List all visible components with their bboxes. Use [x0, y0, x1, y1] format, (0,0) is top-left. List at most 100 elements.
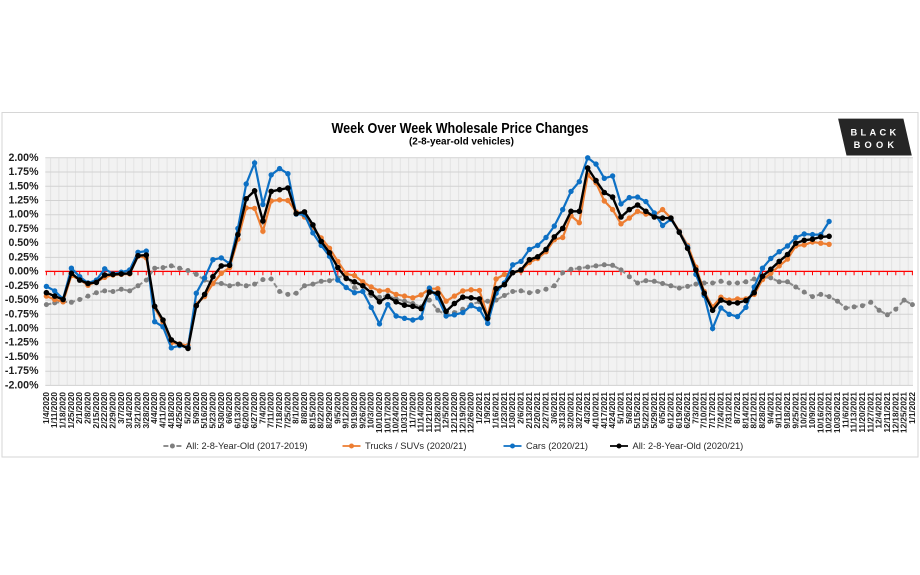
svg-text:5/29/2021: 5/29/2021 — [650, 392, 659, 429]
svg-text:0.50%: 0.50% — [8, 237, 39, 249]
svg-text:4/24/2021: 4/24/2021 — [608, 392, 617, 429]
svg-text:4/4/2020: 4/4/2020 — [150, 392, 159, 424]
svg-text:12/11/2021: 12/11/2021 — [883, 392, 892, 433]
svg-text:9/26/2020: 9/26/2020 — [358, 392, 367, 429]
svg-text:5/2/2020: 5/2/2020 — [184, 392, 193, 424]
svg-text:Cars (2020/21): Cars (2020/21) — [526, 441, 588, 451]
svg-text:1/11/2020: 1/11/2020 — [50, 392, 59, 428]
svg-text:10/23/2021: 10/23/2021 — [825, 392, 834, 433]
svg-text:9/25/2021: 9/25/2021 — [791, 392, 800, 429]
svg-text:1.75%: 1.75% — [8, 166, 39, 178]
svg-text:8/21/2021: 8/21/2021 — [750, 392, 759, 429]
svg-text:10/3/2020: 10/3/2020 — [367, 392, 376, 429]
svg-text:7/31/2021: 7/31/2021 — [725, 392, 734, 429]
svg-text:2.00%: 2.00% — [8, 152, 39, 164]
svg-text:1/16/2021: 1/16/2021 — [492, 392, 501, 429]
svg-text:All: 2-8-Year-Old (2020/21): All: 2-8-Year-Old (2020/21) — [633, 441, 744, 451]
svg-text:-1.75%: -1.75% — [5, 365, 39, 377]
svg-text:2/27/2021: 2/27/2021 — [542, 392, 551, 429]
svg-text:4/10/2021: 4/10/2021 — [592, 392, 601, 429]
svg-text:BOOK: BOOK — [854, 140, 899, 150]
svg-text:7/25/2020: 7/25/2020 — [283, 392, 292, 429]
svg-text:-2.00%: -2.00% — [5, 379, 39, 391]
svg-text:7/11/2020: 7/11/2020 — [267, 392, 276, 428]
svg-text:0.25%: 0.25% — [8, 251, 39, 263]
svg-text:10/9/2021: 10/9/2021 — [808, 392, 817, 429]
svg-text:10/16/2021: 10/16/2021 — [816, 392, 825, 433]
svg-text:-1.00%: -1.00% — [5, 323, 39, 335]
svg-text:9/18/2021: 9/18/2021 — [783, 392, 792, 429]
svg-text:3/6/2021: 3/6/2021 — [550, 392, 559, 424]
svg-text:8/22/2020: 8/22/2020 — [317, 392, 326, 429]
svg-text:3/14/2020: 3/14/2020 — [125, 392, 134, 429]
svg-text:6/12/2021: 6/12/2021 — [666, 392, 675, 429]
svg-text:10/31/2020: 10/31/2020 — [400, 392, 409, 433]
svg-text:8/28/2021: 8/28/2021 — [758, 392, 767, 429]
svg-text:10/2/2021: 10/2/2021 — [800, 392, 809, 429]
svg-text:7/10/2021: 7/10/2021 — [700, 392, 709, 429]
svg-text:4/25/2020: 4/25/2020 — [175, 392, 184, 429]
svg-text:8/1/2020: 8/1/2020 — [292, 392, 301, 424]
svg-text:Trucks / SUVs (2020/21): Trucks / SUVs (2020/21) — [365, 441, 466, 451]
svg-text:12/18/2021: 12/18/2021 — [891, 392, 900, 433]
svg-text:9/19/2020: 9/19/2020 — [350, 392, 359, 429]
svg-text:5/22/2021: 5/22/2021 — [641, 392, 650, 429]
svg-text:2/20/2021: 2/20/2021 — [533, 392, 542, 429]
svg-text:-0.25%: -0.25% — [5, 280, 39, 292]
svg-text:9/12/2020: 9/12/2020 — [342, 392, 351, 429]
svg-text:3/27/2021: 3/27/2021 — [575, 392, 584, 429]
svg-text:11/13/2021: 11/13/2021 — [850, 392, 859, 433]
svg-text:6/5/2021: 6/5/2021 — [658, 392, 667, 424]
svg-text:11/14/2020: 11/14/2020 — [417, 392, 426, 433]
svg-text:4/3/2021: 4/3/2021 — [583, 392, 592, 424]
svg-text:2/22/2020: 2/22/2020 — [100, 392, 109, 429]
svg-text:1/18/2020: 1/18/2020 — [59, 392, 68, 429]
svg-text:8/7/2021: 8/7/2021 — [733, 392, 742, 424]
svg-text:1/2/2021: 1/2/2021 — [475, 392, 484, 424]
svg-text:1.00%: 1.00% — [8, 209, 39, 221]
svg-text:1.25%: 1.25% — [8, 195, 39, 207]
svg-text:8/8/2020: 8/8/2020 — [300, 392, 309, 424]
svg-text:12/5/2020: 12/5/2020 — [442, 392, 451, 429]
svg-text:12/12/2020: 12/12/2020 — [450, 392, 459, 433]
svg-text:2/13/2021: 2/13/2021 — [525, 392, 534, 429]
svg-text:6/20/2020: 6/20/2020 — [242, 392, 251, 429]
svg-text:7/24/2021: 7/24/2021 — [716, 392, 725, 429]
svg-text:5/1/2021: 5/1/2021 — [617, 392, 626, 424]
svg-text:10/17/2020: 10/17/2020 — [383, 392, 392, 433]
svg-text:11/21/2020: 11/21/2020 — [425, 392, 434, 433]
svg-text:7/18/2020: 7/18/2020 — [275, 392, 284, 429]
svg-text:-0.75%: -0.75% — [5, 308, 39, 320]
svg-text:5/30/2020: 5/30/2020 — [217, 392, 226, 429]
svg-text:12/19/2020: 12/19/2020 — [458, 392, 467, 433]
svg-text:3/13/2021: 3/13/2021 — [558, 392, 567, 429]
svg-text:1/9/2021: 1/9/2021 — [483, 392, 492, 424]
svg-text:8/14/2021: 8/14/2021 — [741, 392, 750, 429]
svg-text:10/10/2020: 10/10/2020 — [375, 392, 384, 433]
svg-text:6/19/2021: 6/19/2021 — [675, 392, 684, 429]
svg-text:-1.25%: -1.25% — [5, 337, 39, 349]
svg-text:1/25/2020: 1/25/2020 — [67, 392, 76, 429]
svg-text:1/4/2020: 1/4/2020 — [42, 392, 51, 424]
svg-text:7/17/2021: 7/17/2021 — [708, 392, 717, 429]
svg-text:11/20/2021: 11/20/2021 — [858, 392, 867, 433]
svg-text:6/13/2020: 6/13/2020 — [233, 392, 242, 429]
svg-text:7/3/2021: 7/3/2021 — [691, 392, 700, 424]
svg-text:0.75%: 0.75% — [8, 223, 39, 235]
svg-text:6/26/2021: 6/26/2021 — [683, 392, 692, 429]
svg-text:1/23/2021: 1/23/2021 — [500, 392, 509, 429]
svg-text:8/15/2020: 8/15/2020 — [308, 392, 317, 429]
svg-text:12/26/2020: 12/26/2020 — [467, 392, 476, 433]
svg-text:5/8/2021: 5/8/2021 — [625, 392, 634, 424]
svg-text:3/21/2020: 3/21/2020 — [134, 392, 143, 429]
svg-text:5/23/2020: 5/23/2020 — [208, 392, 217, 429]
svg-text:9/4/2021: 9/4/2021 — [766, 392, 775, 424]
svg-text:0.00%: 0.00% — [8, 266, 39, 278]
svg-text:1/1/2022: 1/1/2022 — [908, 392, 917, 424]
svg-text:1.50%: 1.50% — [8, 180, 39, 192]
svg-text:4/17/2021: 4/17/2021 — [600, 392, 609, 429]
svg-text:-1.50%: -1.50% — [5, 351, 39, 363]
svg-text:2/29/2020: 2/29/2020 — [109, 392, 118, 429]
svg-text:11/7/2020: 11/7/2020 — [408, 392, 417, 428]
svg-text:9/11/2021: 9/11/2021 — [775, 392, 784, 428]
